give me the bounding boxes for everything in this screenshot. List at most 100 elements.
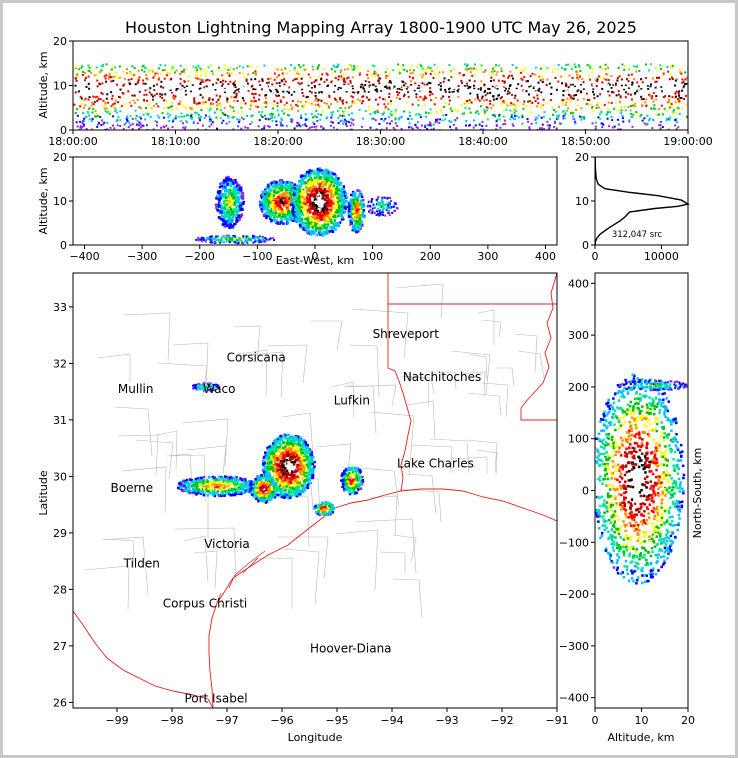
time-height-cell bbox=[87, 82, 90, 85]
time-height-cell bbox=[541, 81, 544, 83]
time-height-cell bbox=[319, 140, 321, 142]
time-height-cell bbox=[180, 115, 183, 118]
time-height-cell bbox=[546, 120, 549, 123]
time-height-cell bbox=[553, 67, 556, 70]
time-height-cell bbox=[201, 124, 204, 127]
time-height-cell bbox=[224, 67, 227, 70]
time-height-cell bbox=[367, 94, 370, 97]
time-height-cell bbox=[434, 72, 436, 75]
east-west-cell bbox=[314, 180, 318, 184]
time-height-cell bbox=[223, 107, 226, 110]
time-height-cell bbox=[446, 92, 449, 95]
time-height-cell bbox=[606, 111, 609, 114]
time-height-cell bbox=[350, 66, 352, 69]
time-height-cell bbox=[173, 71, 176, 74]
east-west-cell bbox=[220, 218, 223, 221]
time-height-cell bbox=[450, 76, 453, 79]
east-west-cell bbox=[309, 211, 312, 214]
time-height-cell bbox=[495, 97, 498, 100]
time-height-cell bbox=[208, 115, 211, 118]
time-height-cell bbox=[442, 71, 444, 74]
time-height-cell bbox=[293, 67, 296, 70]
east-west-cell bbox=[237, 208, 240, 212]
time-height-cell bbox=[300, 114, 302, 117]
east-west-cell bbox=[307, 222, 310, 225]
time-height-cell bbox=[398, 116, 401, 119]
time-height-cell bbox=[618, 128, 621, 130]
time-height-cell bbox=[537, 114, 540, 117]
east-west-cell bbox=[320, 185, 324, 188]
time-height-cell bbox=[150, 107, 153, 110]
time-height-cell bbox=[602, 130, 604, 132]
time-height-cell bbox=[117, 137, 119, 139]
east-west-cell bbox=[323, 208, 327, 211]
time-height-cell bbox=[637, 85, 640, 88]
east-west-cell bbox=[331, 229, 334, 233]
time-height-cell bbox=[339, 96, 342, 99]
time-height-cell bbox=[270, 90, 273, 93]
time-height-cell bbox=[655, 113, 658, 116]
time-height-cell bbox=[581, 77, 584, 80]
time-height-cell bbox=[679, 68, 681, 71]
time-height-cell bbox=[450, 128, 453, 130]
time-height-cell bbox=[591, 105, 594, 108]
time-height-core-cell bbox=[184, 90, 187, 92]
time-height-cell bbox=[438, 121, 441, 124]
east-west-cell bbox=[314, 215, 317, 218]
east-west-cell bbox=[312, 170, 315, 173]
east-west-cell bbox=[341, 207, 345, 211]
time-height-cell bbox=[169, 114, 171, 117]
time-height-cell bbox=[323, 134, 325, 136]
time-height-cell bbox=[193, 99, 196, 101]
time-height-cell bbox=[88, 114, 91, 117]
time-height-cell bbox=[435, 94, 437, 97]
time-height-cell bbox=[111, 97, 113, 100]
time-height-cell bbox=[208, 134, 210, 136]
time-height-cell bbox=[348, 106, 350, 109]
time-height-cell bbox=[200, 68, 202, 71]
east-west-cell bbox=[301, 221, 305, 224]
east-west-cell bbox=[283, 200, 287, 203]
time-height-cell bbox=[265, 97, 267, 100]
time-height-cell bbox=[142, 113, 145, 116]
east-west-cell bbox=[308, 187, 312, 190]
time-height-core-cell bbox=[234, 86, 237, 88]
east-west-cell bbox=[355, 219, 358, 223]
time-height-cell bbox=[264, 117, 267, 120]
east-west-cell bbox=[335, 187, 338, 191]
time-height-cell bbox=[141, 130, 143, 132]
time-height-cell bbox=[527, 100, 530, 103]
time-height-cell bbox=[138, 90, 141, 93]
time-height-cell bbox=[213, 86, 215, 89]
time-height-core-cell bbox=[437, 84, 440, 86]
time-height-cell bbox=[668, 95, 671, 98]
time-height-core-cell bbox=[167, 89, 170, 92]
east-west-cell bbox=[294, 212, 297, 215]
time-height-core-cell bbox=[480, 87, 483, 89]
time-height-cell bbox=[445, 114, 448, 116]
time-height-cell bbox=[436, 74, 439, 77]
time-height-cell bbox=[418, 141, 420, 143]
time-height-cell bbox=[675, 128, 678, 130]
time-height-cell bbox=[296, 105, 299, 108]
time-height-cell bbox=[439, 143, 441, 145]
east-west-cell bbox=[330, 178, 333, 182]
time-height-cell bbox=[100, 136, 102, 138]
time-height-cell bbox=[549, 117, 551, 120]
east-west-cell bbox=[331, 193, 335, 196]
time-height-cell bbox=[517, 116, 520, 119]
time-height-cell bbox=[387, 102, 390, 105]
east-west-cell bbox=[328, 230, 332, 233]
east-west-cell bbox=[232, 213, 235, 217]
east-west-cell bbox=[334, 194, 338, 197]
time-height-cell bbox=[498, 64, 501, 67]
time-height-cell bbox=[450, 142, 452, 144]
east-west-cell bbox=[222, 218, 225, 222]
time-height-core-cell bbox=[610, 85, 613, 87]
time-height-cell bbox=[444, 118, 447, 121]
east-west-cell bbox=[362, 215, 365, 219]
time-height-cell bbox=[432, 127, 435, 130]
time-height-cell bbox=[485, 124, 488, 127]
time-height-cell bbox=[448, 99, 451, 102]
time-height-cell bbox=[565, 101, 568, 104]
